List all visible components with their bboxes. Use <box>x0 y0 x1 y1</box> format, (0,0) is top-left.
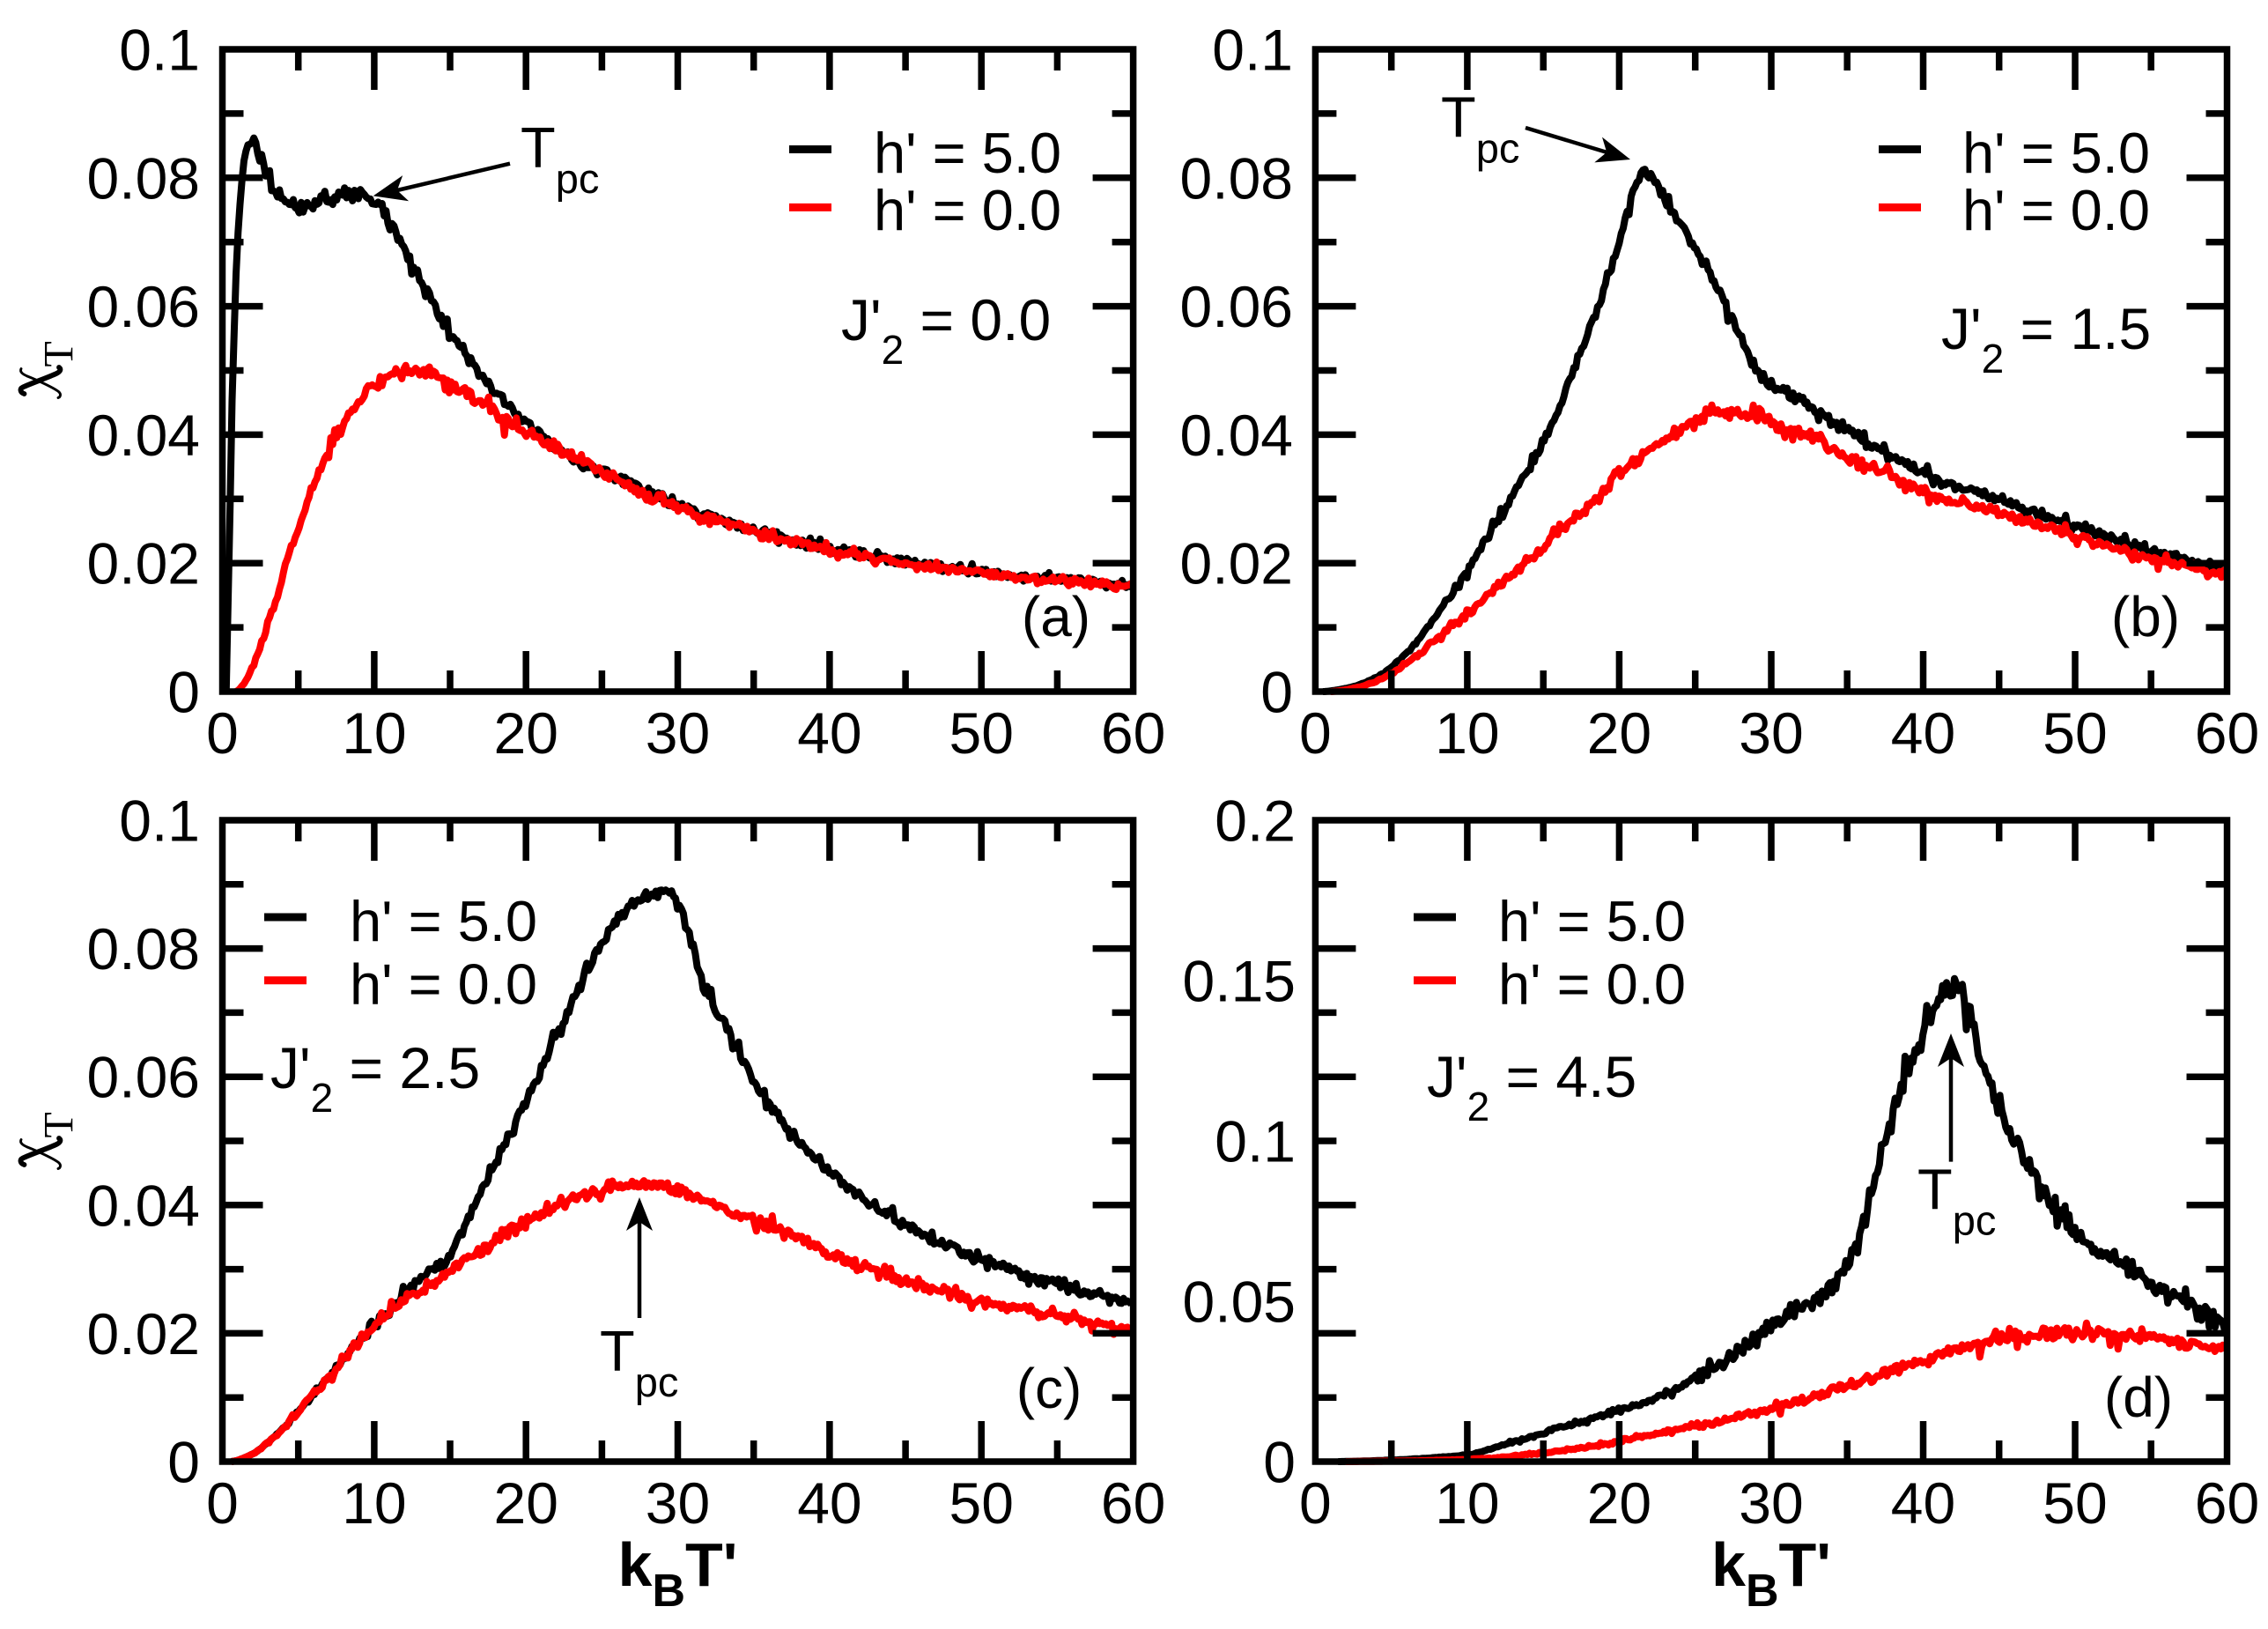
svg-text:60: 60 <box>2195 1470 2259 1536</box>
svg-text:0: 0 <box>1299 1470 1332 1536</box>
svg-text:50: 50 <box>949 1470 1013 1536</box>
svg-text:0.02: 0.02 <box>1180 531 1293 596</box>
svg-text:(a): (a) <box>1022 585 1090 648</box>
svg-text:0.08: 0.08 <box>87 145 200 211</box>
svg-text:20: 20 <box>493 700 558 766</box>
svg-text:10: 10 <box>342 1470 406 1536</box>
svg-text:(c): (c) <box>1016 1357 1082 1420</box>
svg-text:h' = 5.0: h' = 5.0 <box>874 121 1061 185</box>
svg-text:30: 30 <box>1739 700 1803 766</box>
svg-text:0.15: 0.15 <box>1183 949 1296 1014</box>
svg-text:h' = 0.0: h' = 0.0 <box>874 178 1061 242</box>
svg-text:0.06: 0.06 <box>87 274 200 339</box>
svg-text:40: 40 <box>797 1470 861 1536</box>
svg-text:30: 30 <box>1739 1470 1803 1536</box>
svg-text:h' = 5.0: h' = 5.0 <box>1962 121 2150 185</box>
svg-text:0.06: 0.06 <box>87 1045 200 1110</box>
svg-text:J'2 = 0.0: J'2 = 0.0 <box>841 287 1051 373</box>
svg-text:50: 50 <box>2043 700 2107 766</box>
svg-text:0.2: 0.2 <box>1215 789 1296 854</box>
svg-text:0.08: 0.08 <box>1180 145 1293 211</box>
svg-text:0: 0 <box>1299 700 1332 766</box>
svg-text:40: 40 <box>1891 700 1955 766</box>
svg-text:h' = 5.0: h' = 5.0 <box>1498 889 1686 953</box>
svg-text:h' = 0.0: h' = 0.0 <box>350 952 537 1017</box>
svg-text:40: 40 <box>1891 1470 1955 1536</box>
svg-text:0.04: 0.04 <box>87 403 200 468</box>
svg-text:h' = 0.0: h' = 0.0 <box>1962 178 2150 242</box>
svg-text:30: 30 <box>646 700 710 766</box>
svg-text:60: 60 <box>2195 700 2259 766</box>
svg-text:0.02: 0.02 <box>87 1301 200 1366</box>
svg-text:0: 0 <box>167 1430 200 1495</box>
svg-text:60: 60 <box>1101 1470 1165 1536</box>
svg-text:0.06: 0.06 <box>1180 274 1293 339</box>
svg-text:20: 20 <box>493 1470 558 1536</box>
svg-text:0: 0 <box>206 1470 239 1536</box>
svg-text:10: 10 <box>1435 700 1499 766</box>
svg-text:0.1: 0.1 <box>119 18 200 83</box>
svg-text:20: 20 <box>1587 1470 1651 1536</box>
svg-text:h' = 5.0: h' = 5.0 <box>350 889 537 953</box>
svg-text:60: 60 <box>1101 700 1165 766</box>
svg-text:20: 20 <box>1587 700 1651 766</box>
svg-text:0.05: 0.05 <box>1183 1270 1296 1335</box>
svg-text:0: 0 <box>1263 1430 1296 1495</box>
svg-text:50: 50 <box>949 700 1013 766</box>
svg-text:0: 0 <box>167 660 200 725</box>
svg-text:0.04: 0.04 <box>1180 403 1293 468</box>
svg-text:0.04: 0.04 <box>87 1173 200 1238</box>
svg-text:30: 30 <box>646 1470 710 1536</box>
svg-text:(b): (b) <box>2111 585 2180 648</box>
svg-text:10: 10 <box>1435 1470 1499 1536</box>
svg-text:0.1: 0.1 <box>1215 1109 1296 1174</box>
svg-text:10: 10 <box>342 700 406 766</box>
svg-text:T: T <box>36 1112 83 1137</box>
svg-text:0.08: 0.08 <box>87 916 200 981</box>
svg-text:0.02: 0.02 <box>87 531 200 596</box>
svg-text:0.1: 0.1 <box>119 789 200 854</box>
svg-text:0: 0 <box>206 700 239 766</box>
svg-text:(d): (d) <box>2104 1366 2173 1429</box>
svg-text:T: T <box>36 341 83 367</box>
svg-text:40: 40 <box>797 700 861 766</box>
svg-text:0.1: 0.1 <box>1212 18 1293 83</box>
svg-text:50: 50 <box>2043 1470 2107 1536</box>
svg-text:h' = 0.0: h' = 0.0 <box>1498 952 1686 1017</box>
svg-text:0: 0 <box>1260 660 1293 725</box>
